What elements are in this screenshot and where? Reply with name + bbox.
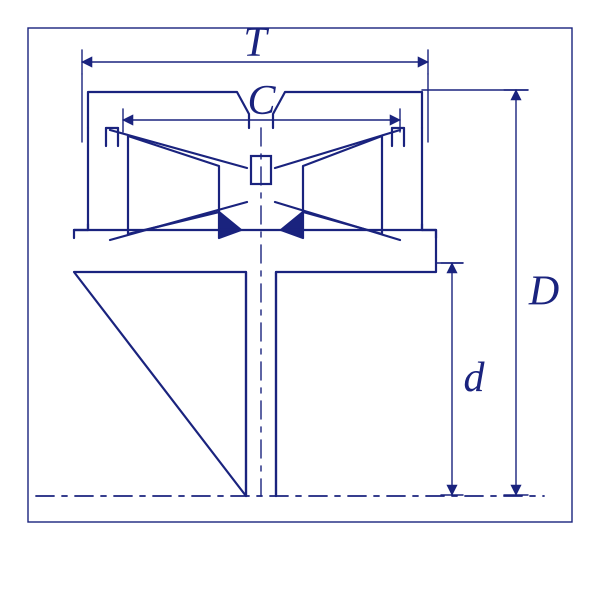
bearing-cross-section-diagram: TCDd [0, 0, 600, 600]
label-d: d [464, 355, 486, 401]
label-D: D [528, 269, 559, 315]
label-T: T [243, 20, 269, 66]
